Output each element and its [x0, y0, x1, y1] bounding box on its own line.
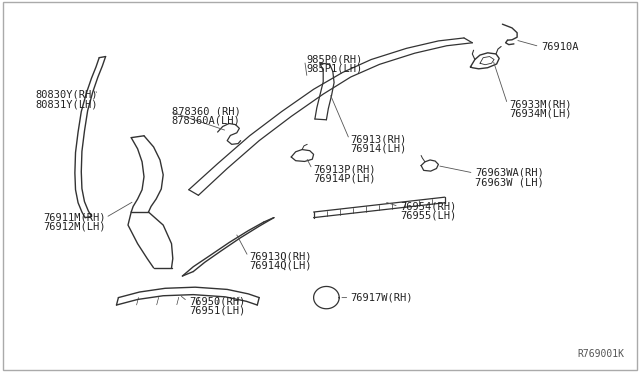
Text: 80831Y(LH): 80831Y(LH) [35, 99, 98, 109]
Text: 76954(RH): 76954(RH) [400, 202, 456, 211]
FancyBboxPatch shape [3, 2, 637, 370]
Text: R769001K: R769001K [577, 349, 624, 359]
Text: 76950(RH): 76950(RH) [189, 296, 245, 306]
Text: 80830Y(RH): 80830Y(RH) [35, 90, 98, 100]
Text: 76911M(RH): 76911M(RH) [44, 213, 106, 222]
Text: 76914(LH): 76914(LH) [351, 144, 407, 154]
Text: 76913P(RH): 76913P(RH) [314, 164, 376, 174]
Text: 878360A(LH): 878360A(LH) [172, 116, 240, 126]
Text: 76913Q(RH): 76913Q(RH) [250, 252, 312, 262]
Text: 76914Q(LH): 76914Q(LH) [250, 261, 312, 271]
Text: 76913(RH): 76913(RH) [351, 135, 407, 144]
Text: 985P0(RH): 985P0(RH) [306, 55, 362, 64]
Text: 76934M(LH): 76934M(LH) [509, 109, 572, 118]
Text: 76914P(LH): 76914P(LH) [314, 174, 376, 183]
Text: 76910A: 76910A [541, 42, 579, 51]
Text: 76955(LH): 76955(LH) [400, 211, 456, 221]
Text: 76912M(LH): 76912M(LH) [44, 222, 106, 232]
Text: 76933M(RH): 76933M(RH) [509, 99, 572, 109]
Text: 985P1(LH): 985P1(LH) [306, 64, 362, 74]
Text: 76917W(RH): 76917W(RH) [351, 293, 413, 302]
Text: 76951(LH): 76951(LH) [189, 306, 245, 315]
Text: 76963WA(RH): 76963WA(RH) [475, 168, 543, 178]
Text: 76963W (LH): 76963W (LH) [475, 177, 543, 187]
Text: 878360 (RH): 878360 (RH) [172, 107, 240, 116]
